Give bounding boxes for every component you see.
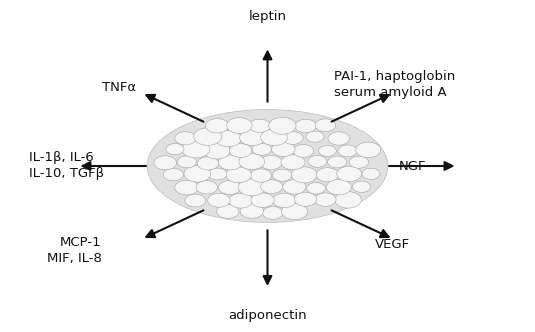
Circle shape: [252, 143, 272, 155]
Circle shape: [282, 131, 303, 144]
Circle shape: [307, 183, 325, 194]
Circle shape: [337, 166, 362, 182]
Circle shape: [184, 166, 211, 182]
Circle shape: [203, 142, 230, 159]
Circle shape: [316, 168, 339, 182]
Circle shape: [338, 145, 357, 157]
Text: adiponectin: adiponectin: [228, 309, 307, 322]
Circle shape: [226, 167, 251, 183]
Circle shape: [177, 156, 196, 168]
Circle shape: [294, 192, 317, 206]
Circle shape: [154, 156, 177, 170]
Circle shape: [175, 132, 196, 145]
Circle shape: [315, 193, 336, 206]
Circle shape: [356, 142, 381, 158]
Circle shape: [182, 140, 210, 158]
Circle shape: [295, 119, 317, 133]
Circle shape: [327, 156, 347, 168]
Text: IL-1β, IL-6
IL-10, TGFβ: IL-1β, IL-6 IL-10, TGFβ: [29, 151, 104, 181]
Circle shape: [349, 156, 369, 168]
Circle shape: [260, 155, 282, 170]
Circle shape: [306, 131, 324, 142]
Circle shape: [263, 207, 283, 219]
Circle shape: [292, 167, 317, 183]
Circle shape: [239, 154, 265, 170]
Circle shape: [362, 168, 380, 179]
Circle shape: [230, 144, 252, 157]
Circle shape: [218, 181, 241, 195]
Circle shape: [281, 204, 308, 220]
Text: MCP-1
MIF, IL-8: MCP-1 MIF, IL-8: [47, 236, 102, 265]
Circle shape: [353, 181, 371, 193]
Circle shape: [194, 128, 222, 145]
Ellipse shape: [147, 110, 388, 222]
Circle shape: [227, 118, 252, 133]
Circle shape: [308, 155, 327, 167]
Circle shape: [175, 180, 198, 195]
Text: PAI-1, haptoglobin
serum amyloid A: PAI-1, haptoglobin serum amyloid A: [334, 70, 456, 99]
Circle shape: [281, 155, 305, 170]
Text: NGF: NGF: [399, 159, 426, 173]
Circle shape: [240, 129, 265, 146]
Circle shape: [208, 193, 230, 207]
Circle shape: [250, 169, 272, 182]
Circle shape: [328, 132, 349, 145]
Circle shape: [249, 119, 271, 132]
Circle shape: [166, 143, 184, 155]
Text: VEGF: VEGF: [374, 237, 410, 251]
Circle shape: [218, 155, 242, 170]
Circle shape: [261, 129, 287, 146]
Circle shape: [326, 179, 351, 195]
Circle shape: [197, 157, 219, 170]
Circle shape: [238, 179, 265, 196]
Circle shape: [196, 181, 217, 194]
Circle shape: [251, 193, 274, 208]
Circle shape: [185, 194, 205, 207]
Circle shape: [215, 130, 242, 147]
Circle shape: [272, 142, 295, 157]
Circle shape: [229, 193, 253, 208]
Circle shape: [315, 119, 335, 131]
Circle shape: [273, 193, 296, 208]
Circle shape: [208, 168, 227, 180]
Circle shape: [217, 205, 239, 218]
Circle shape: [318, 145, 337, 156]
Circle shape: [269, 117, 296, 134]
Circle shape: [293, 144, 314, 157]
Circle shape: [272, 169, 292, 181]
Circle shape: [335, 192, 361, 208]
Circle shape: [240, 204, 264, 218]
Circle shape: [205, 119, 229, 133]
Text: TNFα: TNFα: [102, 81, 136, 95]
Circle shape: [282, 180, 306, 194]
Circle shape: [261, 180, 282, 194]
Text: leptin: leptin: [248, 10, 287, 23]
Circle shape: [163, 168, 184, 181]
